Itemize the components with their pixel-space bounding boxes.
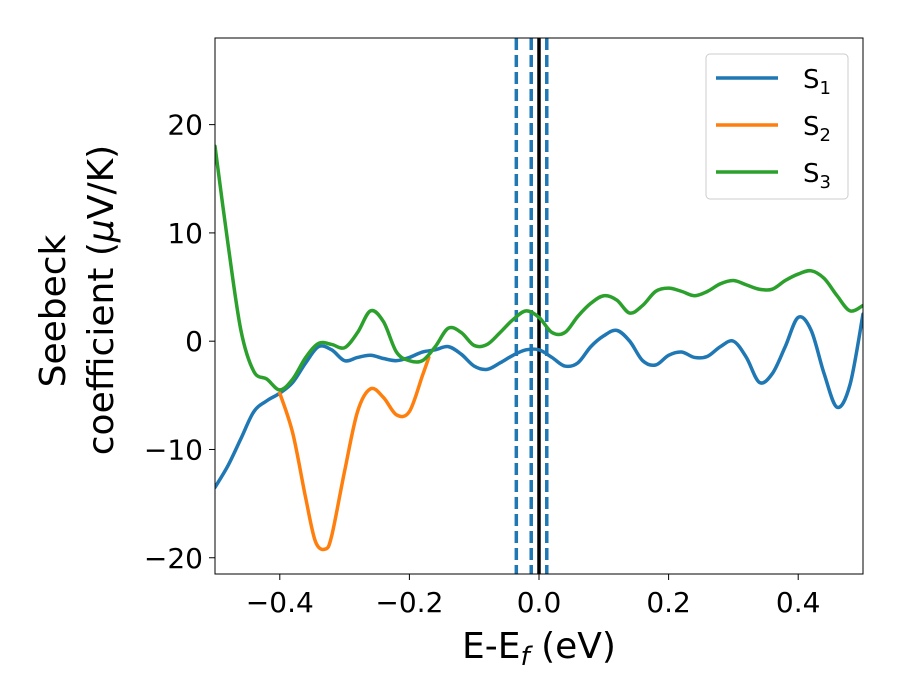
x-axis-title: E-Ef (eV) bbox=[462, 626, 616, 672]
x-axis-title-suffix: (eV) bbox=[530, 626, 616, 667]
series-line-2 bbox=[278, 355, 431, 552]
x-tick-label: 0.2 bbox=[646, 586, 691, 619]
series-layer bbox=[215, 144, 863, 552]
y-tick-label: −10 bbox=[144, 433, 203, 466]
x-tick-label: 0.4 bbox=[776, 586, 821, 619]
y-tick-label: 10 bbox=[167, 217, 203, 250]
x-tick-label: 0.0 bbox=[517, 586, 562, 619]
legend-items: S1 S2 S3 bbox=[716, 65, 831, 193]
y-axis-title-line2: coefficient (μV/K) bbox=[81, 145, 122, 455]
y-tick-label: 20 bbox=[167, 109, 203, 142]
y-axis-title-prefix: coefficient ( bbox=[81, 242, 122, 455]
legend-label-1: S1 bbox=[803, 65, 831, 99]
legend: S1 S2 S3 bbox=[705, 53, 849, 200]
y-tick-label: −20 bbox=[144, 542, 203, 575]
y-axis-title-line1: Seebeck bbox=[33, 234, 74, 387]
legend-label-3: S3 bbox=[803, 159, 831, 193]
x-tick-label: −0.2 bbox=[375, 586, 443, 619]
series-line-3 bbox=[215, 144, 863, 392]
x-axis: −0.4 −0.2 0.0 0.2 0.4 bbox=[246, 574, 821, 619]
y-axis-title-suffix: V/K) bbox=[81, 145, 122, 219]
y-tick-label: 0 bbox=[185, 325, 203, 358]
x-tick-label: −0.4 bbox=[246, 586, 314, 619]
y-axis-title-mu: μ bbox=[81, 219, 122, 243]
x-axis-title-main: E-E bbox=[462, 626, 520, 667]
vertical-lines bbox=[514, 38, 549, 574]
y-axis: −20 −10 0 10 20 bbox=[144, 109, 215, 575]
legend-label-2: S2 bbox=[803, 112, 831, 146]
series-line-1 bbox=[215, 312, 863, 490]
